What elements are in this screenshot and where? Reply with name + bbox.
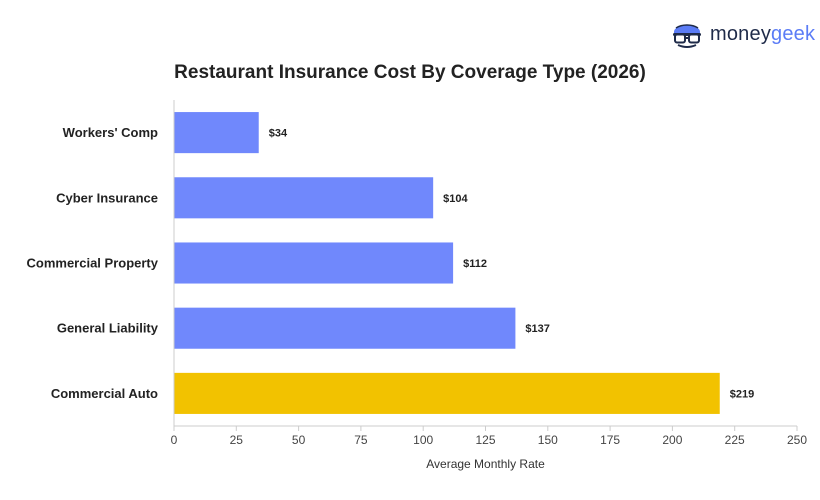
brand-wordmark: moneygeek: [710, 24, 815, 44]
bar-3: [174, 307, 516, 349]
brand-name-accent: geek: [771, 23, 816, 45]
x-tick-label: 175: [600, 433, 620, 447]
x-tick-label: 75: [354, 433, 368, 447]
bar-0: [174, 112, 259, 154]
data-label: $219: [730, 388, 754, 400]
x-tick-label: 225: [725, 433, 745, 447]
x-tick-label: 150: [538, 433, 558, 447]
moneygeek-mascot-icon: [673, 24, 701, 48]
x-tick-label: 50: [292, 433, 306, 447]
x-tick-label: 25: [230, 433, 244, 447]
x-axis: 0 25 50 75 100 125 150 175 200 225 250: [171, 100, 807, 447]
category-label: Cyber Insurance: [56, 190, 158, 205]
bars-layer: Workers' Comp $34 Cyber Insurance $104 Comme…: [27, 112, 754, 414]
chart-title: Restaurant Insurance Cost By Coverage Ty…: [174, 62, 646, 83]
brand-logo: moneygeek: [670, 18, 815, 50]
category-label: Commercial Property: [27, 256, 159, 271]
x-tick-label: 250: [787, 433, 807, 447]
x-tick-label: 200: [662, 433, 682, 447]
data-label: $34: [269, 128, 288, 140]
x-axis-title: Average Monthly Rate: [426, 457, 545, 471]
category-label: Workers' Comp: [63, 125, 158, 140]
data-label: $104: [443, 193, 468, 205]
category-label: General Liability: [57, 321, 159, 336]
category-label: Commercial Auto: [51, 386, 158, 401]
x-tick-label: 0: [171, 433, 178, 447]
x-tick-label: 100: [413, 433, 433, 447]
data-label: $137: [525, 323, 549, 335]
x-tick-label: 125: [475, 433, 495, 447]
bar-4: [174, 372, 720, 414]
data-label: $112: [463, 258, 487, 270]
bar-1: [174, 177, 434, 219]
brand-name-main: money: [710, 23, 772, 45]
bar-2: [174, 242, 454, 284]
